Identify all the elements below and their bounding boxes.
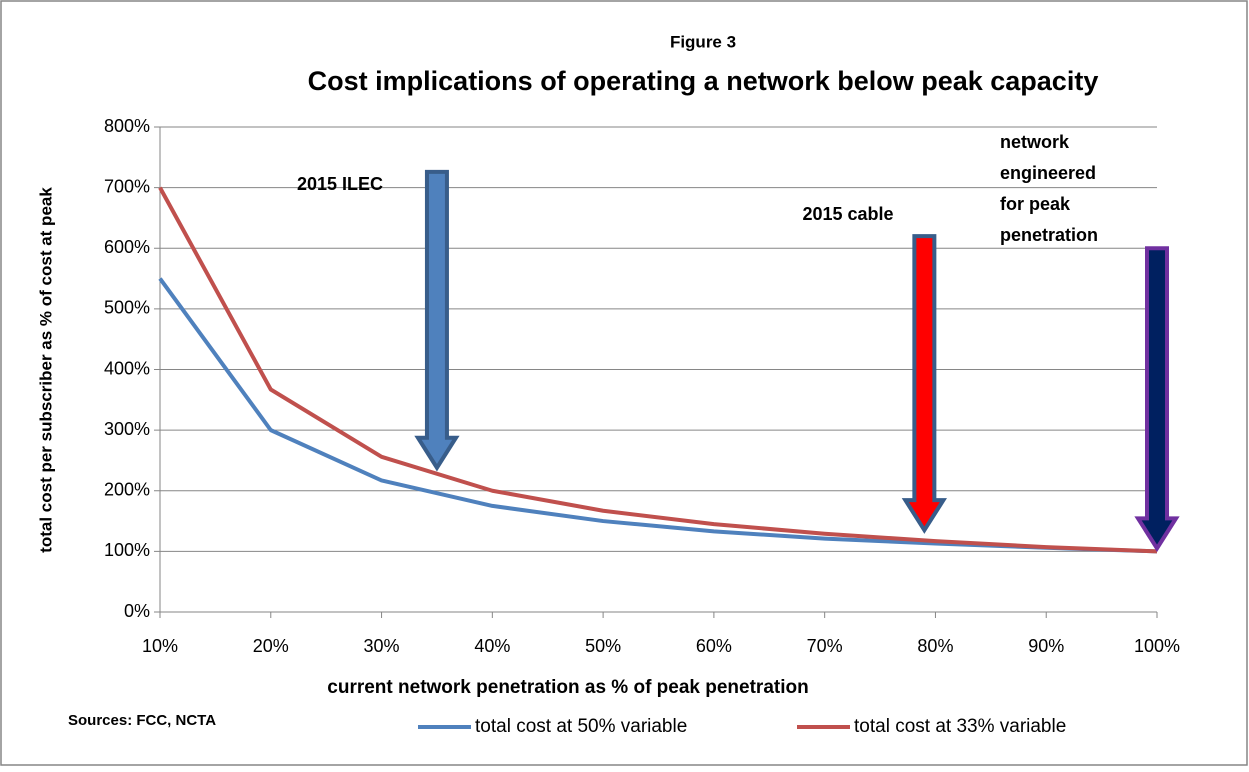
x-tick-label: 60% [696,636,732,656]
annotation-arrow [901,234,948,534]
y-axis-label: total cost per subscriber as % of cost a… [36,187,55,553]
annotation-label: penetration [1000,225,1098,245]
y-tick-label: 700% [104,176,150,196]
x-tick-label: 70% [807,636,843,656]
x-axis-label: current network penetration as % of peak… [327,677,808,698]
y-tick-label: 800% [104,116,150,136]
y-tick-label: 200% [104,480,150,500]
y-tick-label: 0% [124,601,150,621]
y-tick-label: 500% [104,298,150,318]
x-tick-label: 20% [253,636,289,656]
annotation-arrow [1134,246,1180,553]
x-tick-label: 90% [1028,636,1064,656]
y-tick-label: 100% [104,540,150,560]
chart-subtitle: Figure 3 [670,32,736,51]
legend-label: total cost at 50% variable [475,716,687,737]
x-tick-label: 80% [917,636,953,656]
y-tick-label: 400% [104,358,150,378]
legend-label: total cost at 33% variable [854,716,1066,737]
x-tick-label: 10% [142,636,178,656]
annotation-label: 2015 ILEC [297,174,383,194]
annotation-label: engineered [1000,163,1096,183]
y-tick-label: 300% [104,419,150,439]
x-tick-label: 50% [585,636,621,656]
annotation-label: 2015 cable [802,204,893,224]
x-tick-label: 40% [474,636,510,656]
annotation-label: for peak [1000,194,1071,214]
x-tick-label: 100% [1134,636,1180,656]
annotation-arrow [414,169,460,472]
source-note: Sources: FCC, NCTA [68,712,216,729]
series-line [158,186,1158,554]
annotation-label: network [1000,132,1070,152]
x-tick-label: 30% [364,636,400,656]
chart-title: Cost implications of operating a network… [308,66,1099,96]
y-tick-label: 600% [104,237,150,257]
